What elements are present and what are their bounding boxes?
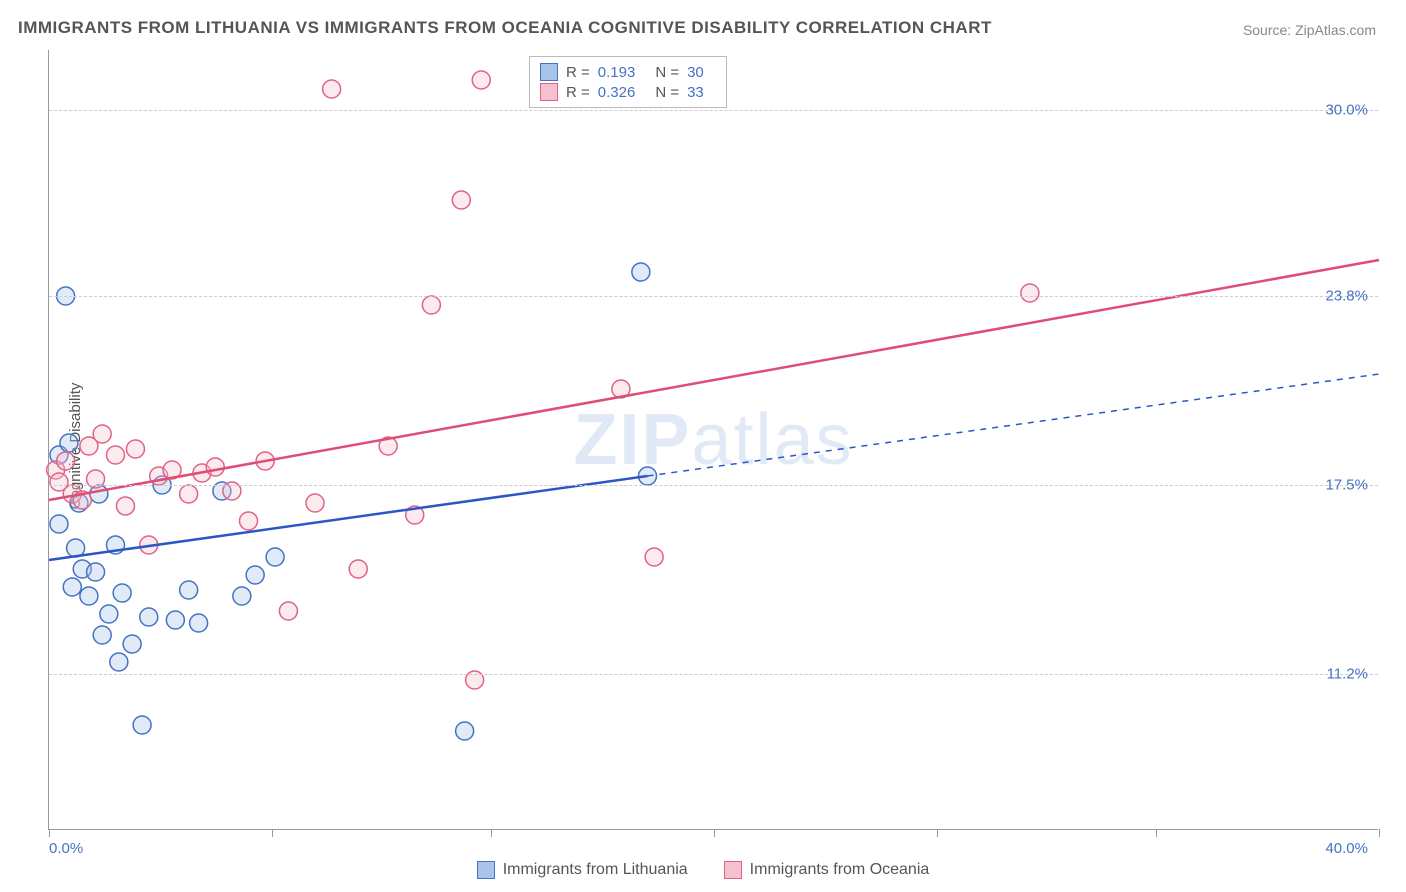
x-tick xyxy=(937,829,938,837)
legend-swatch xyxy=(724,861,742,879)
x-tick xyxy=(714,829,715,837)
scatter-point xyxy=(456,722,474,740)
legend-swatch xyxy=(477,861,495,879)
scatter-point xyxy=(126,440,144,458)
scatter-point xyxy=(80,587,98,605)
scatter-point xyxy=(190,614,208,632)
trend-line xyxy=(49,476,648,560)
gridline xyxy=(49,296,1378,297)
scatter-point xyxy=(279,602,297,620)
x-tick xyxy=(491,829,492,837)
legend-label: Immigrants from Oceania xyxy=(750,861,930,879)
bottom-legend: Immigrants from Lithuania Immigrants from… xyxy=(0,861,1406,884)
stat-n-value: 30 xyxy=(687,64,704,81)
legend-swatch xyxy=(540,83,558,101)
scatter-point xyxy=(233,587,251,605)
trend-line-extrapolated xyxy=(648,374,1380,476)
scatter-point xyxy=(116,497,134,515)
scatter-point xyxy=(100,605,118,623)
y-tick-label: 17.5% xyxy=(1325,477,1368,494)
scatter-point xyxy=(107,446,125,464)
scatter-point xyxy=(123,635,141,653)
legend-item: Immigrants from Lithuania xyxy=(477,861,688,879)
scatter-point xyxy=(93,626,111,644)
scatter-point xyxy=(180,485,198,503)
scatter-point xyxy=(110,653,128,671)
scatter-point xyxy=(645,548,663,566)
scatter-point xyxy=(206,458,224,476)
legend-item: Immigrants from Oceania xyxy=(724,861,930,879)
chart-svg xyxy=(49,50,1378,829)
scatter-point xyxy=(323,80,341,98)
stat-r-value: 0.326 xyxy=(598,84,636,101)
scatter-point xyxy=(1021,284,1039,302)
scatter-point xyxy=(113,584,131,602)
gridline xyxy=(49,674,1378,675)
legend-label: Immigrants from Lithuania xyxy=(503,861,688,879)
stat-legend-row: R = 0.193 N = 30 xyxy=(540,63,716,81)
scatter-point xyxy=(50,515,68,533)
x-axis-start-label: 0.0% xyxy=(49,840,83,857)
plot-area: ZIPatlas R =0.193N =30R =0.326N =33 0.0%… xyxy=(48,50,1378,830)
chart-title: IMMIGRANTS FROM LITHUANIA VS IMMIGRANTS … xyxy=(18,18,992,38)
source-label: Source: ZipAtlas.com xyxy=(1243,22,1376,38)
y-tick-label: 23.8% xyxy=(1325,288,1368,305)
x-tick xyxy=(272,829,273,837)
scatter-point xyxy=(60,434,78,452)
stat-r-value: 0.193 xyxy=(598,64,636,81)
gridline xyxy=(49,110,1378,111)
y-tick-label: 30.0% xyxy=(1325,102,1368,119)
scatter-point xyxy=(452,191,470,209)
legend-swatch xyxy=(540,63,558,81)
scatter-point xyxy=(306,494,324,512)
scatter-point xyxy=(246,566,264,584)
stat-r-label: R = xyxy=(566,84,590,101)
stat-legend: R = 0.193 N = 30 R = 0.326 N = 33 xyxy=(529,56,727,108)
scatter-point xyxy=(472,71,490,89)
scatter-point xyxy=(632,263,650,281)
scatter-point xyxy=(57,452,75,470)
scatter-point xyxy=(240,512,258,530)
scatter-point xyxy=(133,716,151,734)
stat-n-value: 33 xyxy=(687,84,704,101)
scatter-point xyxy=(87,563,105,581)
scatter-point xyxy=(166,611,184,629)
scatter-point xyxy=(180,581,198,599)
stat-r-label: R = xyxy=(566,64,590,81)
scatter-point xyxy=(349,560,367,578)
scatter-point xyxy=(63,578,81,596)
x-tick xyxy=(1156,829,1157,837)
stat-legend-row: R = 0.326 N = 33 xyxy=(540,83,716,101)
gridline xyxy=(49,485,1378,486)
x-tick xyxy=(1379,829,1380,837)
stat-n-label: N = xyxy=(655,84,679,101)
scatter-point xyxy=(266,548,284,566)
scatter-point xyxy=(93,425,111,443)
scatter-point xyxy=(422,296,440,314)
y-tick-label: 11.2% xyxy=(1327,666,1368,683)
stat-n-label: N = xyxy=(655,64,679,81)
x-tick xyxy=(49,829,50,837)
scatter-point xyxy=(140,608,158,626)
x-axis-end-label: 40.0% xyxy=(1325,840,1368,857)
